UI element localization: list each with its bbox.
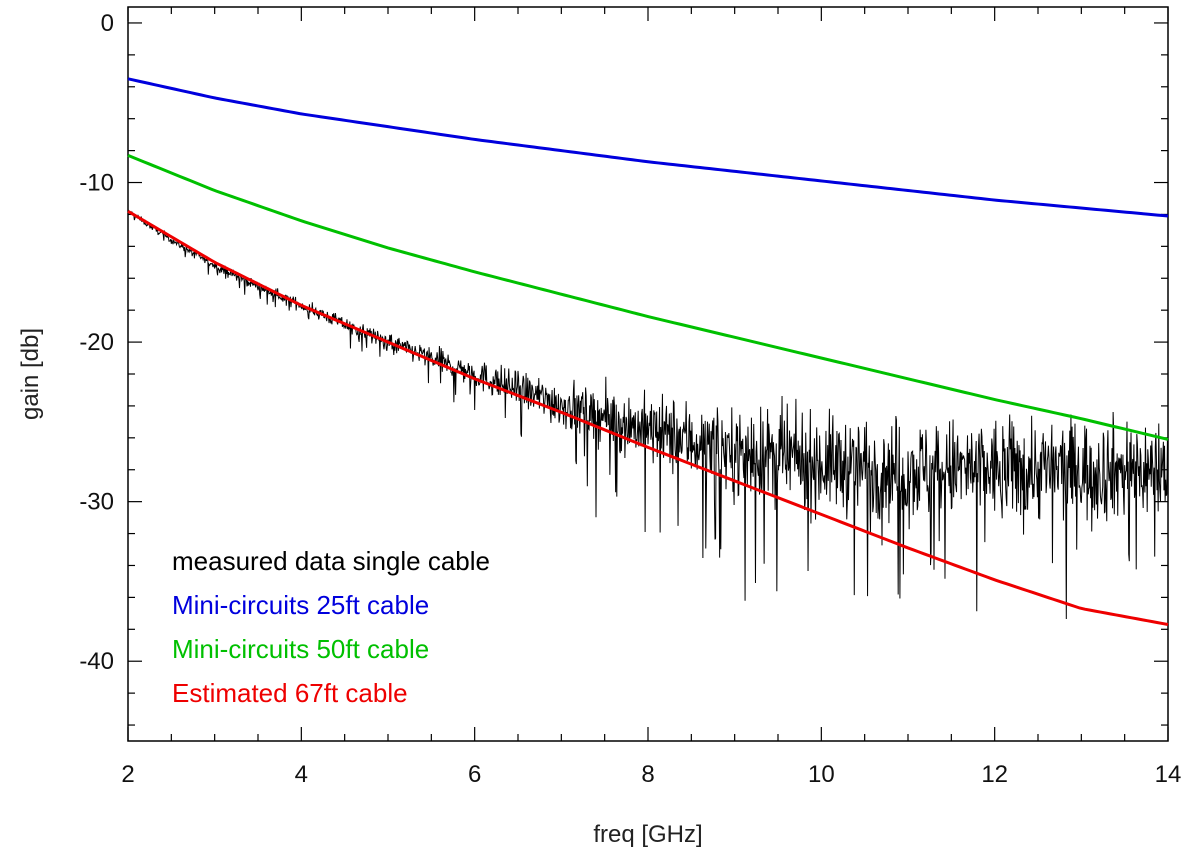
- plot-frame: [127, 6, 1169, 742]
- legend-entry-measured: measured data single cable: [172, 546, 490, 576]
- x-tick-label: 8: [641, 761, 654, 788]
- axis-ticks: [127, 7, 1169, 741]
- series-line-estimated-67ft-cable: [127, 209, 1169, 626]
- x-tick-label: 2: [121, 761, 134, 788]
- y-tick-labels: 0 -10 -20 -30 -40: [79, 10, 114, 675]
- y-tick-label: 0: [101, 10, 114, 37]
- x-tick-label: 10: [808, 761, 835, 788]
- series-line-measured: [127, 209, 1169, 619]
- y-tick-label: -20: [79, 329, 114, 356]
- x-tick-label: 12: [981, 761, 1008, 788]
- x-tick-label: 4: [295, 761, 308, 788]
- series-line-mini-circuits-25ft-cable: [127, 77, 1169, 218]
- y-axis-title: gain [db]: [17, 328, 44, 420]
- series-lines: [127, 77, 1169, 626]
- y-tick-label: -40: [79, 648, 114, 675]
- legend-entry-50ft: Mini-circuits 50ft cable: [172, 634, 429, 664]
- y-tick-label: -10: [79, 170, 114, 197]
- legend-entry-67ft: Estimated 67ft cable: [172, 678, 408, 708]
- x-tick-label: 14: [1155, 761, 1182, 788]
- x-tick-label: 6: [468, 761, 481, 788]
- legend: measured data single cable Mini-circuits…: [172, 546, 490, 708]
- x-tick-labels: 2 4 6 8 10 12 14: [121, 761, 1181, 788]
- series-line-mini-circuits-50ft-cable: [127, 154, 1169, 441]
- y-tick-label: -30: [79, 489, 114, 516]
- legend-entry-25ft: Mini-circuits 25ft cable: [172, 590, 429, 620]
- x-axis-title: freq [GHz]: [593, 821, 702, 848]
